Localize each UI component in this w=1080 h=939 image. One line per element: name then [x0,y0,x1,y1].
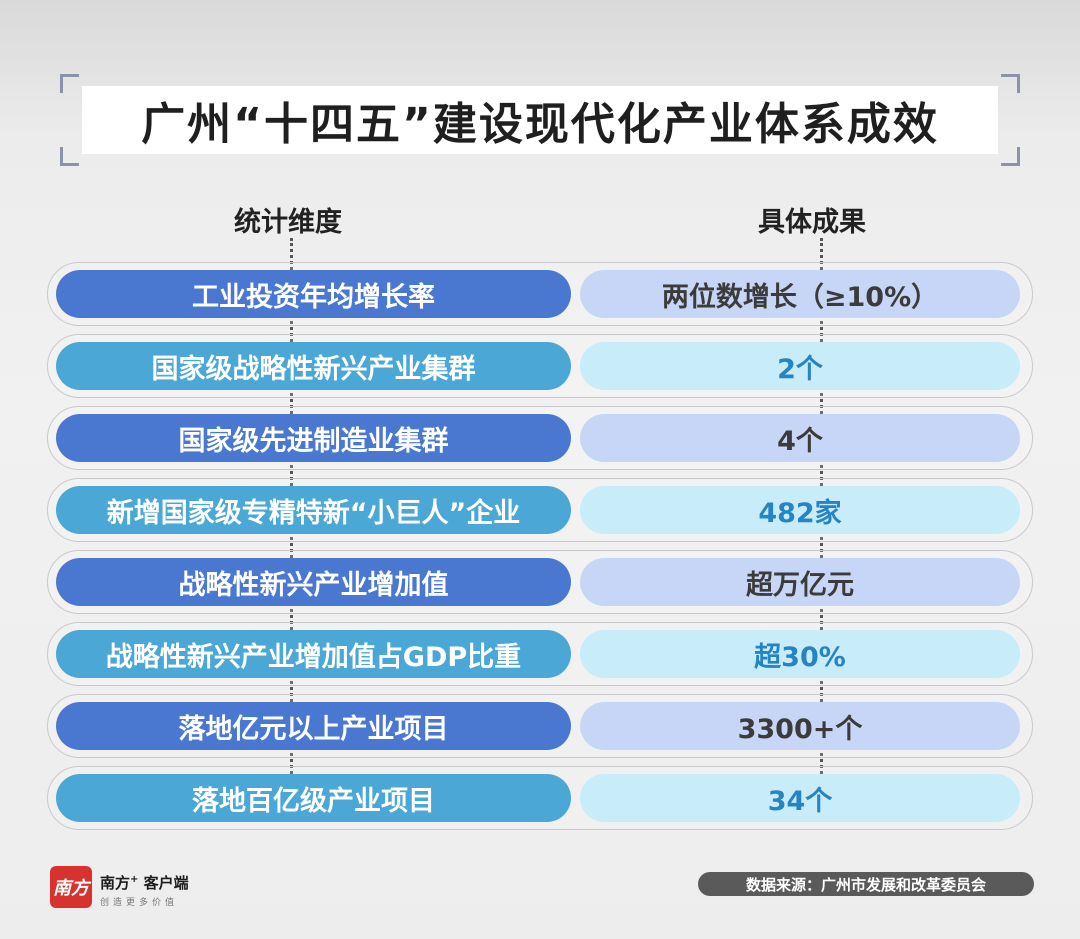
table-row: 国家级先进制造业集群 4个 [47,406,1033,470]
frame-corner [1001,74,1020,93]
row-value: 超万亿元 [580,558,1020,606]
data-source-badge: 数据来源：广州市发展和改革委员会 [698,872,1034,896]
column-header-dimension: 统计维度 [234,207,342,238]
frame-corner [60,147,79,166]
brand-main: 南方 [100,874,131,892]
table-row: 落地百亿级产业项目 34个 [47,766,1033,830]
row-label: 战略性新兴产业增加值占GDP比重 [56,630,571,678]
row-label: 新增国家级专精特新“小巨人”企业 [56,486,571,534]
row-value: 2个 [580,342,1020,390]
row-value: 34个 [580,774,1020,822]
row-label: 落地百亿级产业项目 [56,774,571,822]
results-table: 工业投资年均增长率 两位数增长（≥10%） 国家级战略性新兴产业集群 2个 国家… [47,262,1033,838]
row-label: 国家级先进制造业集群 [56,414,571,462]
frame-corner [60,74,79,93]
row-label: 国家级战略性新兴产业集群 [56,342,571,390]
row-value: 两位数增长（≥10%） [580,270,1020,318]
row-label: 战略性新兴产业增加值 [56,558,571,606]
nanfang-logo: 南方 [50,866,92,908]
column-header-result: 具体成果 [758,207,866,238]
brand-plus: + [130,874,139,885]
row-value: 3300+个 [580,702,1020,750]
table-row: 战略性新兴产业增加值 超万亿元 [47,550,1033,614]
table-row: 战略性新兴产业增加值占GDP比重 超30% [47,622,1033,686]
brand-suffix: 客户端 [143,874,189,892]
brand-slogan: 创造更多价值 [100,898,179,908]
table-row: 落地亿元以上产业项目 3300+个 [47,694,1033,758]
frame-corner [1001,147,1020,166]
page-title: 广州“十四五”建设现代化产业体系成效 [141,99,939,150]
row-value: 超30% [580,630,1020,678]
row-value: 482家 [580,486,1020,534]
logo-text: 南方 [53,878,89,899]
brand-name: 南方+ 客户端 [100,872,189,893]
table-row: 工业投资年均增长率 两位数增长（≥10%） [47,262,1033,326]
table-row: 国家级战略性新兴产业集群 2个 [47,334,1033,398]
title-frame: 广州“十四五”建设现代化产业体系成效 [60,74,1020,166]
table-row: 新增国家级专精特新“小巨人”企业 482家 [47,478,1033,542]
title-box: 广州“十四五”建设现代化产业体系成效 [82,86,998,154]
row-value: 4个 [580,414,1020,462]
row-label: 工业投资年均增长率 [56,270,571,318]
row-label: 落地亿元以上产业项目 [56,702,571,750]
